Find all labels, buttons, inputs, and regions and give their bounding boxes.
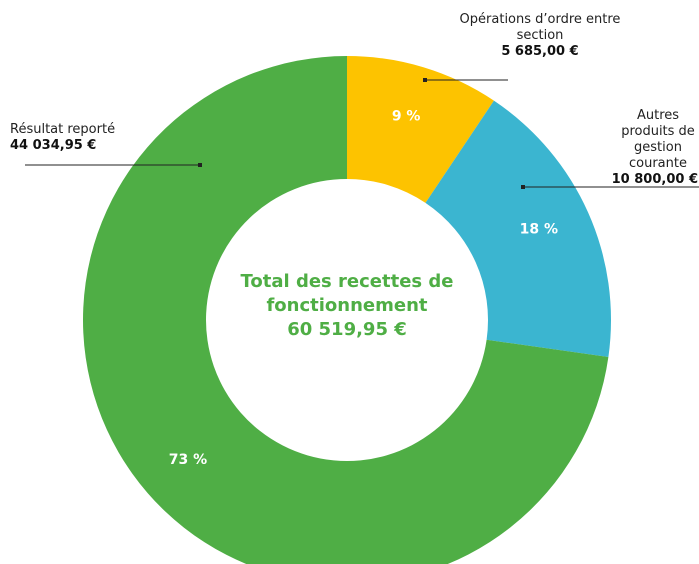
slice — [425, 100, 611, 358]
slice — [347, 56, 494, 203]
slice — [83, 56, 609, 564]
center-label: Total des recettes de fonctionnement 60 5… — [227, 270, 467, 342]
category-label: Autres produits de gestion courante 10 80… — [588, 108, 698, 188]
leader-dot — [521, 185, 525, 189]
category-name: Résultat reporté — [10, 122, 116, 137]
percentage-label: 18 % — [520, 222, 558, 238]
percentage-label: 73 % — [169, 452, 207, 468]
leader-dot — [198, 163, 202, 167]
center-title: Total des recettes de fonctionnement — [240, 271, 454, 316]
category-name: Autres produits de gestion courante — [621, 108, 695, 171]
value-label: 10 800,00 € — [611, 172, 698, 187]
category-label: Résultat reporté 44 034,95 € — [10, 122, 150, 154]
category-label: Opérations d’ordre entre section 5 685,00… — [455, 12, 625, 60]
leader-dot — [423, 78, 427, 82]
percentage-label: 9 % — [392, 108, 421, 124]
value-label: 5 685,00 € — [501, 44, 579, 59]
category-name: Opérations d’ordre entre section — [459, 12, 621, 43]
total-label: 60 519,95 € — [287, 319, 407, 340]
value-label: 44 034,95 € — [10, 138, 97, 153]
